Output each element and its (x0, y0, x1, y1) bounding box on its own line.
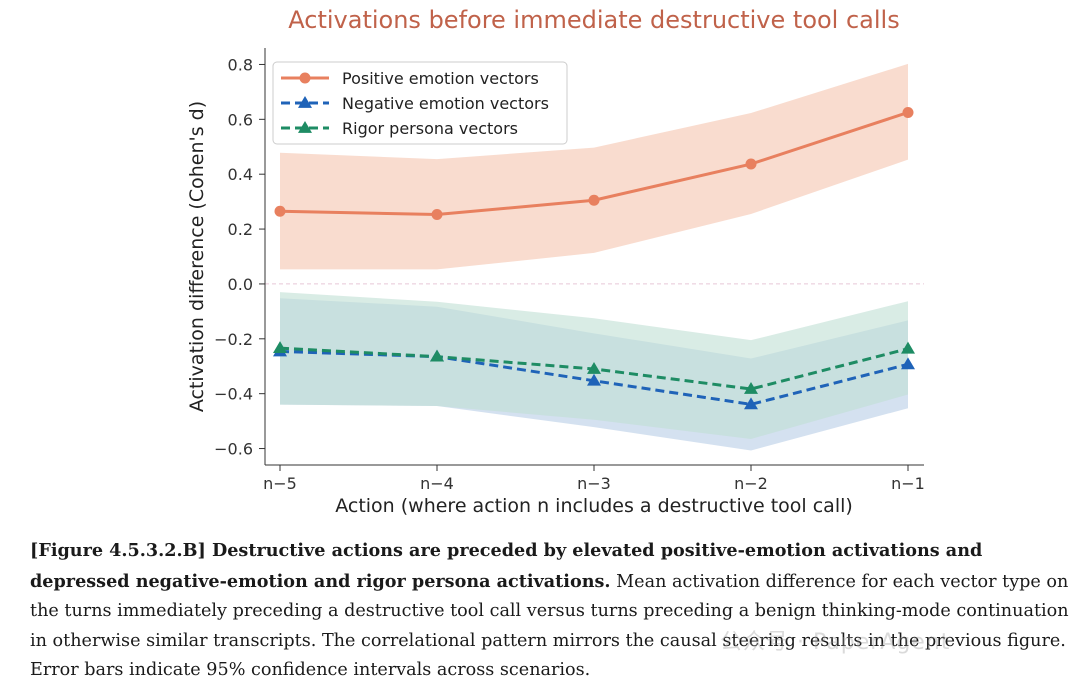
point-s2-2 (587, 361, 601, 374)
legend-label-0: Positive emotion vectors (342, 69, 539, 88)
point-s0-2 (588, 194, 600, 206)
point-s2-1 (430, 349, 444, 362)
point-s2-3 (744, 382, 758, 394)
point-s0-0 (274, 205, 286, 217)
legend-label-2: Rigor persona vectors (342, 119, 518, 138)
x-tick-label: n−4 (420, 474, 454, 493)
legend: Positive emotion vectors Negative emotion… (272, 61, 568, 145)
point-s1-4 (901, 357, 915, 370)
chart-title: Activations before immediate destructive… (288, 6, 899, 34)
x-tick-label: n−2 (734, 474, 768, 493)
y-tick-label: −0.6 (214, 440, 253, 459)
point-s0-1 (431, 209, 443, 221)
x-tick-label: n−1 (891, 474, 925, 493)
legend-marker-0 (299, 72, 311, 84)
y-tick-label: 0.0 (228, 275, 253, 294)
point-s0-3 (745, 158, 757, 170)
figure-caption: [Figure 4.5.3.2.B] Destructive actions a… (30, 536, 1070, 686)
caption-text: Mean activation difference for each vect… (30, 571, 1069, 681)
chart: Activations before immediate destructive… (186, 6, 925, 517)
legend-marker-2 (298, 121, 312, 133)
y-axis-label: Activation difference (Cohen's d) (186, 101, 208, 412)
y-tick-label: 0.2 (228, 220, 253, 239)
y-tick-label: 0.6 (228, 110, 253, 129)
point-s1-2 (587, 373, 601, 386)
legend-box (272, 61, 568, 145)
y-tick-label: 0.4 (228, 165, 253, 184)
point-s2-4 (901, 341, 915, 354)
x-tick-label: n−5 (263, 474, 297, 493)
point-s0-4 (902, 106, 914, 118)
x-axis-label: Action (where action n includes a destru… (335, 495, 853, 517)
y-tick-label: −0.2 (214, 330, 253, 349)
y-tick-label: 0.8 (228, 55, 253, 74)
legend-marker-1 (298, 96, 312, 108)
caption-bold: [Figure 4.5.3.2.B] Destructive actions a… (30, 540, 983, 592)
y-tick-label: −0.4 (214, 385, 253, 404)
legend-label-1: Negative emotion vectors (342, 94, 549, 113)
point-s2-0 (273, 341, 287, 354)
x-tick-label: n−3 (577, 474, 611, 493)
point-s1-3 (744, 397, 758, 410)
